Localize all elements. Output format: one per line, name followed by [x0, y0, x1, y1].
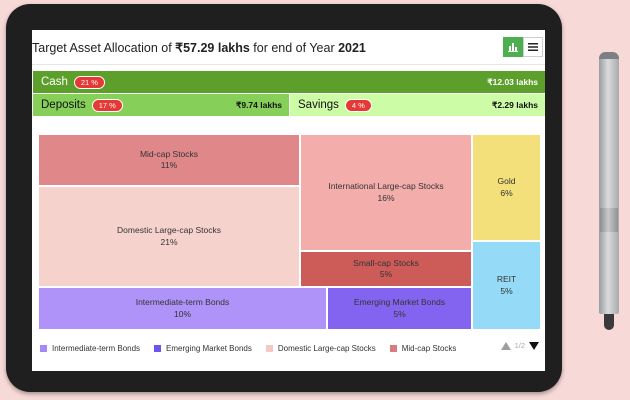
tile-percent: 21% [160, 236, 178, 247]
tile-small-cap-stocks[interactable]: Small-cap Stocks 5% [300, 251, 472, 287]
tile-percent: 6% [500, 187, 513, 198]
header-divider [32, 64, 545, 65]
legend-prev-icon[interactable] [500, 341, 511, 350]
tablet-screen: Target Asset Allocation of ₹57.29 lakhs … [32, 30, 545, 371]
legend-label: Emerging Market Bonds [166, 344, 252, 353]
legend-swatch [265, 345, 273, 352]
stylus-cap [599, 52, 619, 60]
tile-percent: 16% [377, 192, 395, 203]
chart-view-button[interactable] [503, 37, 523, 57]
legend-item-intermediate-term-bonds[interactable]: Intermediate-term Bonds [40, 344, 140, 353]
tile-label: Gold [497, 176, 516, 187]
tile-label: Domestic Large-cap Stocks [117, 225, 221, 236]
tile-label: Intermediate-term Bonds [135, 297, 230, 308]
legend-item-emerging-market-bonds[interactable]: Emerging Market Bonds [154, 344, 252, 353]
hamburger-menu-icon [528, 43, 538, 51]
list-view-button[interactable] [523, 37, 543, 57]
tile-domestic-large-cap-stocks[interactable]: Domestic Large-cap Stocks 21% [38, 186, 300, 287]
tile-label: Mid-cap Stocks [139, 148, 199, 159]
tile-percent: 5% [393, 308, 406, 319]
legend-page-indicator: 1/2 [514, 341, 525, 350]
legend-next-icon[interactable] [529, 341, 539, 350]
treemap-chart: Mid-cap Stocks 11% Domestic Large-cap St… [38, 134, 541, 330]
legend-swatch [389, 345, 397, 352]
deposits-amount: ₹9.74 lakhs [235, 99, 282, 110]
title-year: 2021 [338, 41, 366, 55]
cash-bar[interactable]: Cash 21 % ₹12.03 lakhs [33, 71, 545, 93]
legend-label: Mid-cap Stocks [401, 344, 457, 353]
cash-amount: ₹12.03 lakhs [487, 76, 538, 87]
savings-amount: ₹2.29 lakhs [491, 99, 538, 110]
deposits-percent-badge: 17 % [91, 98, 123, 112]
tile-international-large-cap-stocks[interactable]: International Large-cap Stocks 16% [300, 134, 472, 251]
tile-emerging-market-bonds[interactable]: Emerging Market Bonds 5% [327, 287, 472, 330]
savings-label: Savings [298, 99, 339, 111]
cash-percent-badge: 21 % [73, 75, 105, 89]
chart-legend: Intermediate-term Bonds Emerging Market … [40, 344, 470, 353]
stylus-band [600, 208, 618, 232]
page-title: Target Asset Allocation of ₹57.29 lakhs … [32, 40, 366, 55]
savings-percent-badge: 4 % [344, 98, 372, 112]
tile-label: Emerging Market Bonds [353, 297, 446, 308]
tile-percent: 10% [173, 308, 191, 319]
title-middle: for end of Year [249, 41, 339, 55]
stylus-tip [604, 314, 614, 330]
legend-label: Intermediate-term Bonds [52, 344, 141, 353]
tile-percent: 11% [160, 160, 178, 170]
savings-bar[interactable]: Savings 4 % ₹2.29 lakhs [290, 94, 545, 116]
title-prefix: Target Asset Allocation of [32, 41, 176, 55]
tile-reit[interactable]: REIT 5% [472, 241, 541, 330]
bar-chart-icon [508, 43, 518, 52]
tile-label: REIT [496, 274, 517, 285]
deposits-label: Deposits [41, 99, 86, 111]
legend-swatch [40, 345, 47, 352]
legend-item-mid-cap-stocks[interactable]: Mid-cap Stocks [389, 344, 457, 353]
tile-percent: 5% [500, 285, 513, 296]
legend-item-domestic-large-cap-stocks[interactable]: Domestic Large-cap Stocks [265, 344, 376, 353]
tile-intermediate-term-bonds[interactable]: Intermediate-term Bonds 10% [38, 287, 327, 330]
tile-gold[interactable]: Gold 6% [472, 134, 541, 241]
cash-label: Cash [41, 76, 68, 88]
stylus-pen [599, 59, 619, 314]
title-amount: ₹57.29 lakhs [175, 41, 250, 55]
legend-pager: 1/2 [500, 341, 539, 350]
view-toggle [503, 37, 543, 57]
tile-label: Small-cap Stocks [353, 257, 419, 268]
tile-label: International Large-cap Stocks [328, 181, 444, 192]
legend-swatch [154, 345, 162, 352]
tile-percent: 5% [379, 269, 393, 279]
legend-label: Domestic Large-cap Stocks [277, 344, 376, 353]
tile-mid-cap-stocks[interactable]: Mid-cap Stocks 11% [38, 134, 300, 186]
deposits-bar[interactable]: Deposits 17 % ₹9.74 lakhs [33, 94, 289, 116]
